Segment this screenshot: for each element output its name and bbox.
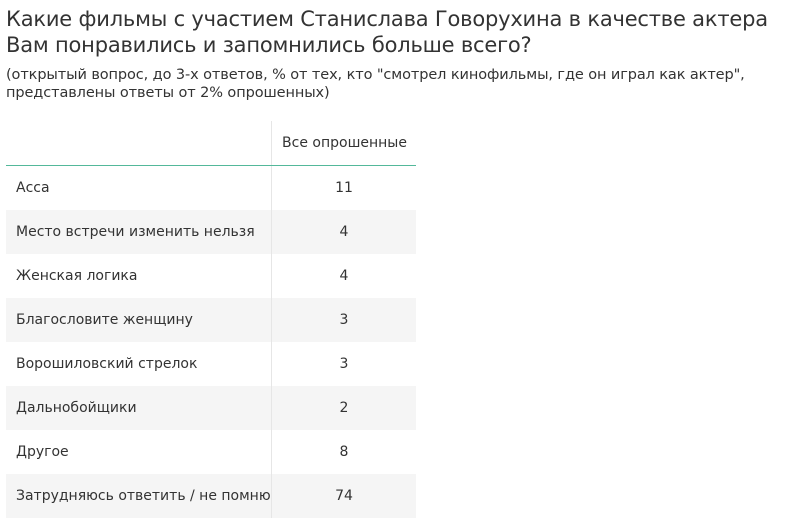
table-row: Женская логика 4: [6, 254, 416, 298]
table-header: Все опрошенные: [6, 121, 416, 166]
row-value: 11: [271, 166, 416, 210]
chart-title: Какие фильмы с участием Станислава Говор…: [6, 7, 768, 57]
row-value: 2: [271, 386, 416, 430]
chart-subtitle: (открытый вопрос, до 3-х ответов, % от т…: [6, 67, 745, 101]
table-row: Дальнобойщики 2: [6, 386, 416, 430]
row-value: 8: [271, 430, 416, 474]
row-label: Другое: [16, 444, 69, 460]
table-row: Место встречи изменить нельзя 4: [6, 210, 416, 254]
table-row: Другое 8: [6, 430, 416, 474]
column-header-all-respondents: Все опрошенные: [271, 121, 417, 165]
row-label: Ворошиловский стрелок: [16, 356, 198, 372]
row-label: Благословите женщину: [16, 312, 193, 328]
table-row: Благословите женщину 3: [6, 298, 416, 342]
row-value: 4: [271, 210, 416, 254]
table-row: Ворошиловский стрелок 3: [6, 342, 416, 386]
row-label: Женская логика: [16, 268, 138, 284]
table-body: Асса 11 Место встречи изменить нельзя 4 Женс…: [6, 166, 416, 518]
row-value: 3: [271, 342, 416, 386]
row-value: 4: [271, 254, 416, 298]
row-value: 3: [271, 298, 416, 342]
table-row: Затрудняюсь ответить / не помню 74: [6, 474, 416, 518]
row-label: Асса: [16, 180, 50, 196]
row-label: Дальнобойщики: [16, 400, 137, 416]
results-table: Все опрошенные Асса 11 Место встречи измен…: [6, 121, 416, 518]
table-row: Асса 11: [6, 166, 416, 210]
row-label: Место встречи изменить нельзя: [16, 224, 255, 240]
row-value: 74: [271, 474, 416, 518]
row-label: Затрудняюсь ответить / не помню: [16, 488, 271, 504]
